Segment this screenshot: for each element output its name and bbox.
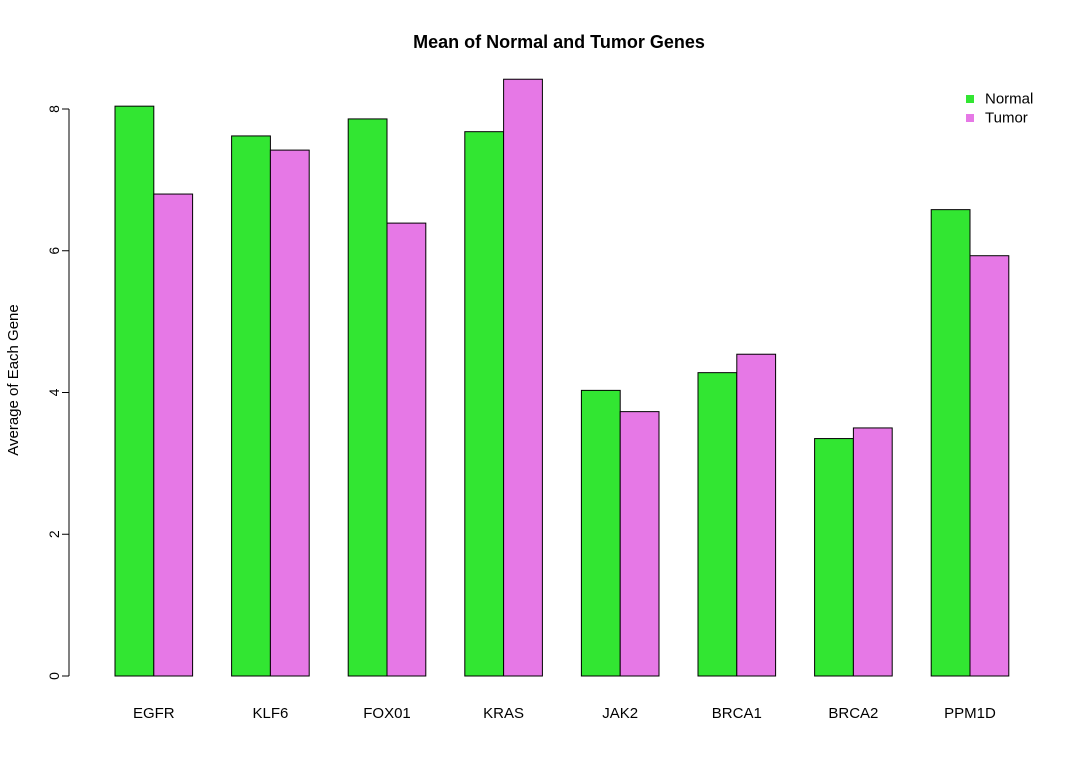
bar-normal-jak2 — [580, 389, 621, 677]
bar-normal-brca2 — [814, 438, 854, 677]
bar-tumor-brca2 — [852, 427, 893, 677]
bar-normal-fox01 — [347, 118, 388, 677]
x-tick-label: BRCA2 — [828, 705, 878, 722]
x-tick-label: BRCA1 — [712, 705, 762, 722]
bar-normal-klf6 — [231, 135, 271, 677]
bar-tumor-kras — [503, 78, 543, 677]
y-tick-label: 2 — [46, 530, 62, 538]
y-tick-label: 0 — [46, 672, 62, 680]
y-tick-label: 8 — [46, 105, 62, 113]
x-tick-label: JAK2 — [602, 705, 638, 722]
bar-normal-egfr — [114, 105, 155, 677]
legend-swatch-normal — [966, 95, 974, 103]
y-tick-label: 6 — [46, 247, 62, 255]
bar-group — [114, 78, 1010, 677]
y-axis: 0 2 4 6 8 — [46, 105, 70, 680]
y-axis-title: Average of Each Gene — [5, 304, 22, 456]
legend-swatch-tumor — [966, 114, 974, 122]
x-axis-labels: EGFR KLF6 FOX01 KRAS JAK2 BRCA1 BRCA2 PPM1D — [133, 705, 996, 722]
x-tick-label: PPM1D — [944, 705, 996, 722]
bar-tumor-fox01 — [386, 222, 427, 677]
bar-tumor-brca1 — [736, 353, 777, 677]
legend: Normal Tumor — [966, 91, 1033, 127]
bar-normal-ppm1d — [930, 209, 971, 677]
bar-tumor-egfr — [153, 193, 194, 677]
x-tick-label: EGFR — [133, 705, 175, 722]
legend-label-tumor: Tumor — [985, 110, 1028, 127]
bar-tumor-ppm1d — [969, 255, 1010, 677]
legend-label-normal: Normal — [985, 91, 1033, 108]
bar-tumor-klf6 — [269, 149, 310, 677]
chart-title: Mean of Normal and Tumor Genes — [413, 32, 705, 52]
x-tick-label: KLF6 — [252, 705, 288, 722]
bar-normal-brca1 — [697, 372, 738, 677]
x-tick-label: FOX01 — [363, 705, 411, 722]
x-tick-label: KRAS — [483, 705, 524, 722]
bar-tumor-jak2 — [619, 411, 660, 677]
bar-normal-kras — [464, 131, 505, 677]
y-tick-label: 4 — [46, 388, 62, 396]
